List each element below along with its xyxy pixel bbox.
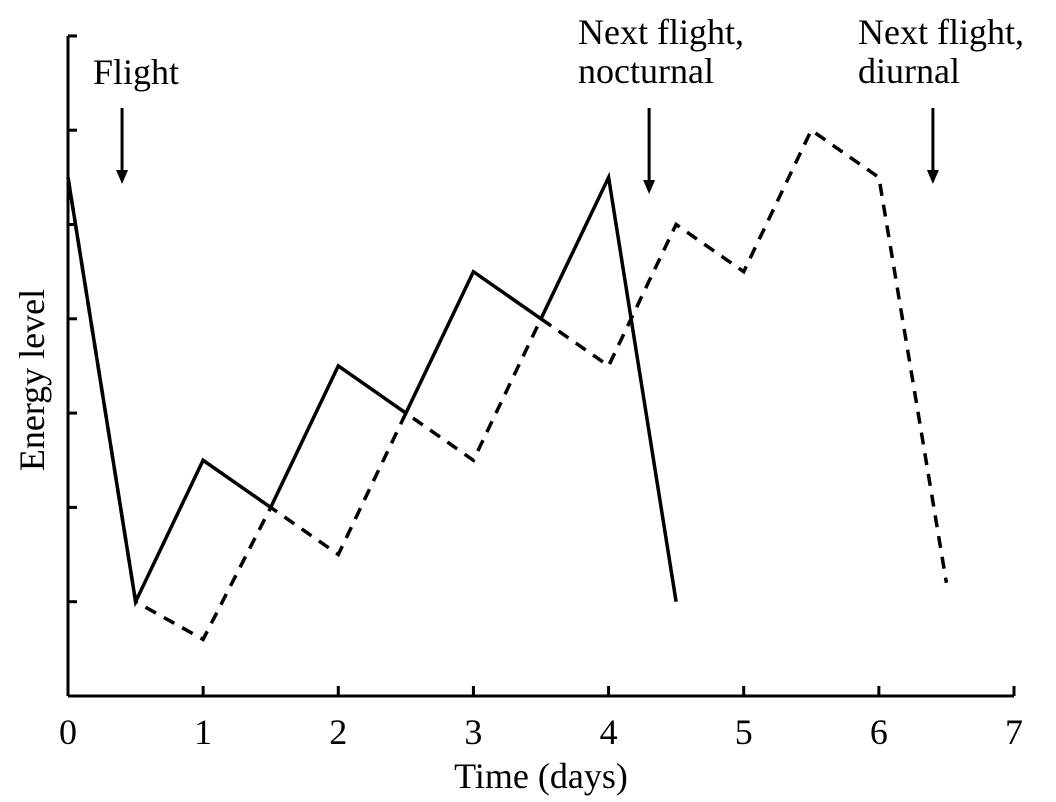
x-tick-label: 2 [329, 712, 347, 752]
annotation-label-line: Next flight, [578, 12, 744, 52]
annotation-label-line: diurnal [858, 51, 960, 91]
series-layer [66, 127, 949, 642]
x-tick-label: 5 [735, 712, 753, 752]
annotation-label: Next flight, nocturnal [578, 12, 744, 91]
down-arrow-icon [643, 180, 656, 194]
flight-annotation: Next flight, diurnal [858, 12, 1024, 184]
flight-annotation: Next flight, nocturnal [578, 12, 744, 194]
series-line-solid [66, 171, 678, 608]
annotation-label-line: Next flight, [858, 12, 1024, 52]
flight-annotation: Flight [93, 52, 179, 184]
series-line-dashed [66, 127, 949, 642]
x-tick-label: 3 [464, 712, 482, 752]
annotation-label: Next flight, diurnal [858, 12, 1024, 91]
down-arrow-icon [926, 170, 939, 184]
x-axis-ticks [66, 686, 1016, 696]
y-axis-title: Energy level [12, 289, 52, 471]
x-axis-title: Time (days) [454, 756, 628, 796]
x-tick-label: 4 [600, 712, 618, 752]
down-arrow-icon [116, 170, 129, 184]
x-axis-tick-labels: 0 1 2 3 4 5 6 7 [59, 712, 1023, 752]
annotation-label-line: nocturnal [578, 51, 714, 91]
y-axis-ticks [68, 34, 77, 604]
x-tick-label: 0 [59, 712, 77, 752]
annotation-label-line: Flight [93, 52, 179, 92]
annotation-label: Flight [93, 52, 179, 92]
x-tick-label: 7 [1005, 712, 1023, 752]
x-tick-label: 6 [870, 712, 888, 752]
x-tick-label: 1 [194, 712, 212, 752]
axes [66, 36, 1014, 698]
